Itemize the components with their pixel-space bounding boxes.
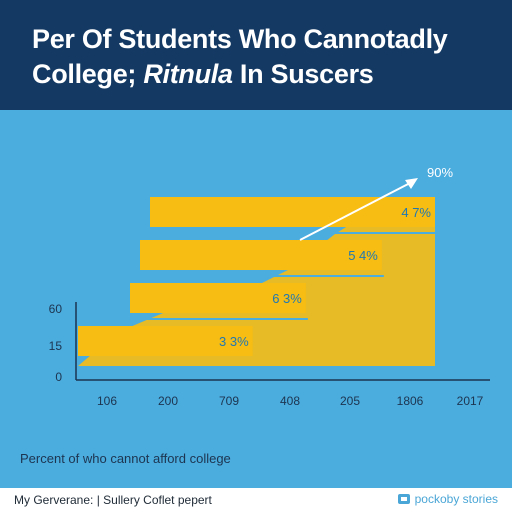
- chart-title-text-1: Per Of Students Who Cannotadly: [32, 24, 448, 54]
- x-tick-label-5: 205: [340, 394, 360, 408]
- bar-value-label-2: 5 4%: [348, 248, 378, 263]
- trend-arrow-head: [405, 178, 418, 189]
- bar-value-label-1: 4 7%: [401, 205, 431, 220]
- chart-footer: My Gerverane: | Sullery Coflet pepert po…: [0, 488, 512, 512]
- chart-title-text-2c: In Suscers: [232, 59, 374, 89]
- chart-caption: Percent of who cannot afford college: [20, 451, 231, 466]
- chart-title-line-2: College; Ritnula In Suscers: [32, 57, 492, 92]
- bar-chart: 4 7% 5 4% 6 3% 3 3% 90% 0 15 60 106 200 709 408 205 1…: [20, 165, 490, 466]
- chart-title-text-2b: Ritnula: [143, 59, 233, 89]
- x-tick-label-1: 106: [97, 394, 117, 408]
- plot-area: 4 7% 5 4% 6 3% 3 3% 90% 0 15 60 106 200 709 408 205 1…: [0, 110, 512, 488]
- x-tick-label-6: 1806: [397, 394, 424, 408]
- footer-source: My Gerverane: | Sullery Coflet pepert: [14, 493, 212, 507]
- x-tick-label-7: 2017: [457, 394, 484, 408]
- y-tick-label-2: 15: [49, 339, 63, 353]
- chart-title-line-1: Per Of Students Who Cannotadly: [32, 22, 492, 57]
- footer-brand: pockoby stories: [397, 492, 498, 506]
- bar-4: [78, 326, 253, 356]
- x-tick-label-2: 200: [158, 394, 178, 408]
- bar-3: [130, 283, 306, 313]
- y-tick-label-3: 60: [49, 302, 63, 316]
- brand-logo-icon: [397, 494, 410, 504]
- peak-value-label: 90%: [427, 165, 453, 180]
- trend-arrow-line: [299, 181, 413, 241]
- y-tick-label-1: 0: [55, 370, 62, 384]
- footer-brand-text: pockoby stories: [414, 492, 498, 506]
- bar-value-label-3: 6 3%: [272, 291, 302, 306]
- x-tick-label-4: 408: [280, 394, 300, 408]
- bar-2: [140, 240, 382, 270]
- bar-1: [150, 197, 435, 227]
- chart-header: Per Of Students Who Cannotadly College; …: [0, 0, 512, 110]
- bar-value-label-4: 3 3%: [219, 334, 249, 349]
- x-tick-label-3: 709: [219, 394, 239, 408]
- chart-title-text-2a: College;: [32, 59, 144, 89]
